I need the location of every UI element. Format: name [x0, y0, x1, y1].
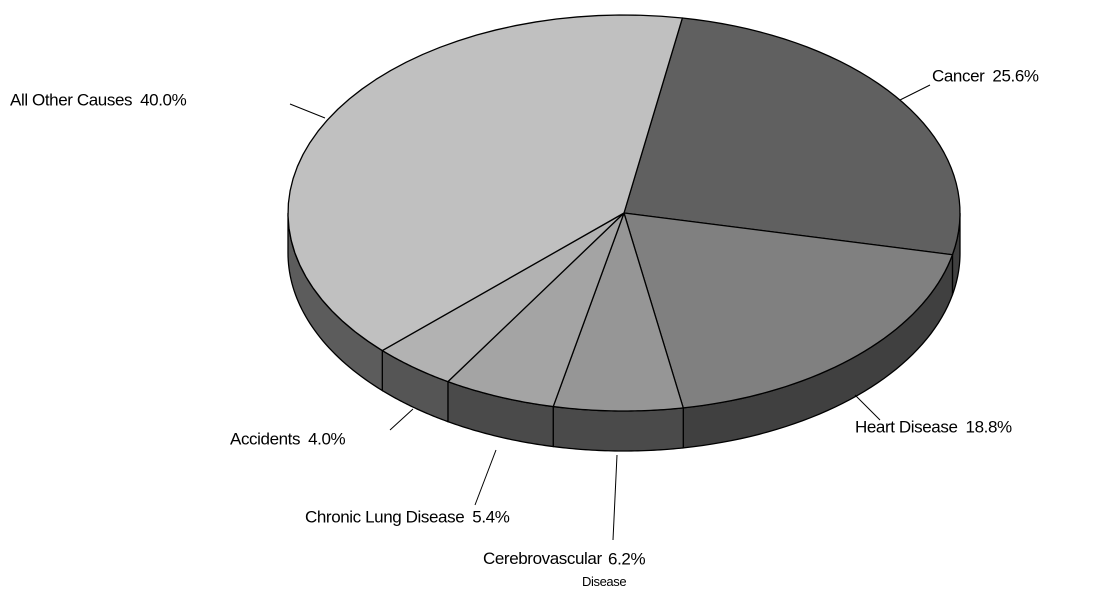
value-label: 6.2% — [608, 549, 645, 568]
slice-label: Cancer — [932, 66, 985, 85]
slice — [552, 212, 684, 412]
leader-line — [389, 408, 414, 431]
value-label: 40.0% — [140, 90, 186, 109]
value-label: 4.0% — [308, 429, 345, 448]
slice — [287, 14, 683, 352]
slice — [623, 17, 961, 256]
leader-line — [854, 394, 881, 421]
value-label: 18.8% — [966, 417, 1012, 436]
slice-label: Accidents — [230, 429, 300, 448]
slice — [623, 212, 954, 409]
value-label: 5.4% — [472, 507, 509, 526]
slice-side — [552, 405, 684, 452]
label-line: Cerebrovascular — [483, 549, 606, 568]
slice — [381, 212, 625, 383]
value-label: 25.6% — [992, 66, 1038, 85]
slice — [447, 212, 625, 408]
label-line: Disease — [582, 574, 626, 589]
slice-label: All Other Causes — [10, 90, 132, 109]
leader-line — [289, 103, 326, 119]
leader-line — [612, 454, 618, 541]
slice-label: Cerebrovascular Disease — [483, 549, 626, 589]
leader-line — [899, 84, 931, 101]
slice-label: Chronic Lung Disease — [305, 507, 464, 526]
slice-label: Heart Disease — [855, 417, 958, 436]
leader-line — [474, 449, 497, 506]
